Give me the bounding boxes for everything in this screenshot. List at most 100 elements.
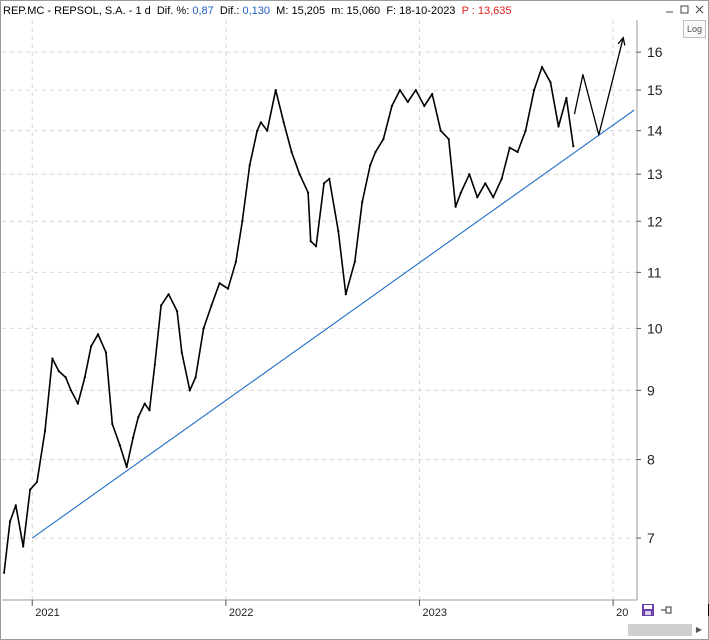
price-point bbox=[524, 129, 527, 132]
price-point bbox=[549, 81, 552, 84]
price-point bbox=[8, 520, 12, 523]
max-label: M: bbox=[276, 5, 289, 17]
price-point bbox=[382, 138, 385, 141]
price-point bbox=[218, 282, 221, 285]
price-point bbox=[51, 357, 54, 360]
price-point bbox=[104, 351, 108, 354]
price-point bbox=[572, 145, 575, 148]
price-point bbox=[390, 104, 393, 108]
price-point bbox=[454, 205, 457, 208]
price-point bbox=[315, 245, 318, 248]
price-point bbox=[148, 409, 151, 412]
price-point bbox=[439, 129, 442, 132]
min-value: 15,060 bbox=[346, 5, 381, 17]
price-point bbox=[3, 571, 6, 574]
max-value: 15,205 bbox=[291, 5, 326, 17]
x-tick-label: 2023 bbox=[422, 607, 446, 619]
price-point bbox=[14, 504, 17, 507]
price-point bbox=[143, 402, 146, 405]
price-label: P : bbox=[461, 5, 475, 17]
price-point bbox=[111, 422, 114, 426]
price-point bbox=[160, 304, 163, 307]
price-point bbox=[188, 389, 191, 392]
price-point bbox=[43, 429, 47, 432]
y-tick-label: 14 bbox=[647, 123, 663, 139]
price-point bbox=[414, 89, 417, 92]
y-tick-label: 7 bbox=[647, 530, 655, 546]
price-point bbox=[125, 465, 128, 469]
price-point bbox=[35, 480, 39, 484]
price-point bbox=[492, 196, 495, 199]
price-point bbox=[248, 164, 251, 167]
price-point bbox=[447, 138, 450, 141]
price-point bbox=[202, 327, 205, 330]
dif-pct-label: Dif. %: bbox=[156, 5, 190, 17]
price-point bbox=[282, 121, 285, 124]
minimize-icon[interactable] bbox=[663, 3, 676, 16]
arrowhead-icon bbox=[617, 36, 626, 46]
min-label: m: bbox=[331, 5, 344, 17]
price-point bbox=[90, 345, 93, 348]
price-point bbox=[234, 260, 237, 263]
grid bbox=[2, 20, 637, 600]
dif-value: 0,130 bbox=[242, 5, 271, 17]
scroll-right-icon[interactable]: ▶ bbox=[695, 625, 703, 634]
y-tick-label: 9 bbox=[647, 382, 655, 398]
symbol-label: REP.MC - REPSOL, S.A. - 1 d bbox=[3, 5, 151, 17]
price-point bbox=[476, 196, 479, 199]
dif-pct-value: 0,87 bbox=[192, 5, 214, 17]
series-layer bbox=[3, 36, 635, 574]
pin-icon[interactable] bbox=[658, 602, 674, 618]
projection-arrow-line bbox=[573, 37, 624, 136]
price-point bbox=[83, 376, 86, 379]
y-tick-label: 16 bbox=[647, 44, 663, 60]
price-point bbox=[309, 240, 312, 243]
y-tick-label: 13 bbox=[647, 166, 663, 182]
price-point bbox=[167, 293, 170, 296]
price-point bbox=[176, 310, 179, 313]
trendline-line bbox=[31, 109, 635, 539]
date-value: 18-10-2023 bbox=[399, 5, 456, 17]
price-point bbox=[344, 293, 347, 296]
price-point bbox=[565, 96, 568, 100]
price-point bbox=[194, 376, 197, 379]
price-point bbox=[57, 370, 60, 373]
price-point bbox=[508, 146, 511, 149]
dif-label: Dif.: bbox=[219, 5, 240, 17]
price-point bbox=[96, 333, 100, 336]
price-point bbox=[361, 200, 364, 204]
price-point bbox=[557, 125, 560, 128]
price-point bbox=[398, 89, 401, 92]
price-point bbox=[328, 177, 331, 180]
price-point bbox=[180, 351, 183, 354]
chart-footer-tools bbox=[640, 602, 709, 618]
x-tick-label: 2021 bbox=[35, 607, 59, 619]
log-scale-button[interactable]: Log bbox=[683, 20, 706, 38]
maximize-icon[interactable] bbox=[678, 3, 691, 16]
horizontal-scrollbar[interactable] bbox=[628, 624, 692, 636]
price-point bbox=[423, 104, 426, 108]
price-point bbox=[468, 173, 471, 176]
price-point bbox=[298, 173, 301, 176]
price-point bbox=[153, 363, 156, 366]
price-point bbox=[322, 182, 326, 185]
y-tick-label: 12 bbox=[647, 213, 663, 229]
close-icon[interactable] bbox=[693, 3, 706, 16]
price-point bbox=[540, 65, 544, 69]
price-point bbox=[69, 389, 73, 392]
price-point bbox=[256, 129, 259, 132]
date-label: F: bbox=[386, 5, 397, 17]
price-point bbox=[29, 488, 32, 491]
price-point bbox=[307, 191, 310, 194]
x-tick-label: 2022 bbox=[229, 607, 253, 619]
price-point bbox=[266, 129, 269, 132]
save-icon[interactable] bbox=[640, 602, 656, 618]
price-point bbox=[459, 191, 462, 194]
price-point bbox=[533, 89, 536, 92]
price-point bbox=[516, 150, 519, 154]
price-point bbox=[226, 287, 230, 290]
price-point bbox=[241, 220, 244, 223]
chart-header: REP.MC - REPSOL, S.A. - 1 d Dif. %: 0,87… bbox=[3, 3, 512, 19]
price-point bbox=[131, 436, 135, 439]
